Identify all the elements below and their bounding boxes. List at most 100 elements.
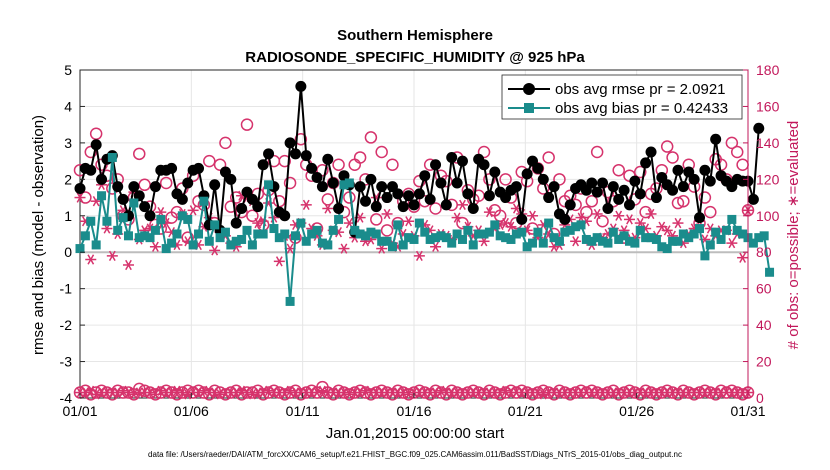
bias-point: [237, 235, 246, 244]
rmse-point: [602, 203, 613, 214]
rmse-point: [441, 199, 452, 210]
rmse-point: [333, 203, 344, 214]
chart-title: Southern Hemisphere: [337, 27, 493, 44]
y2-axis-label: # of obs: o=possible; ∗=evaluated: [785, 121, 802, 350]
bias-point: [544, 219, 553, 228]
y2-tick-label: 140: [756, 135, 780, 151]
y-tick-label: 2: [64, 171, 72, 187]
rmse-point: [549, 181, 560, 192]
bias-point: [393, 220, 402, 229]
rmse-point: [85, 165, 96, 176]
y-tick-label: 4: [64, 98, 72, 114]
rmse-point: [462, 188, 473, 199]
y-tick-label: 0: [64, 244, 72, 260]
y2-tick-label: 160: [756, 98, 780, 114]
bias-point: [291, 231, 300, 240]
rmse-point: [166, 163, 177, 174]
chart-root: 01/01 01/06 01/11 01/16 01/21 01/26 01/31 -4 -3-…: [0, 0, 830, 470]
bias-point: [183, 215, 192, 224]
rmse-point: [91, 139, 102, 150]
bias-point: [577, 220, 586, 229]
rmse-point: [532, 163, 543, 174]
rmse-point: [365, 174, 376, 185]
rmse-point: [425, 194, 436, 205]
rmse-point: [150, 181, 161, 192]
rmse-point: [516, 214, 527, 225]
rmse-point: [597, 177, 608, 188]
bias-point: [129, 199, 138, 208]
rmse-point: [290, 148, 301, 159]
bias-point: [700, 251, 709, 260]
bias-point: [469, 240, 478, 249]
bias-point: [210, 220, 219, 229]
y2-tick-label: 40: [756, 317, 772, 333]
rmse-point: [651, 192, 662, 203]
y-tick-label: -1: [60, 281, 73, 297]
bias-point: [334, 215, 343, 224]
rmse-point: [112, 181, 123, 192]
bias-point: [603, 239, 612, 248]
bias-point: [243, 226, 252, 235]
bias-point: [490, 220, 499, 229]
rmse-point: [279, 210, 290, 221]
bias-point: [189, 240, 198, 249]
rmse-point: [672, 165, 683, 176]
y-tick-label: 1: [64, 208, 72, 224]
rmse-point: [177, 194, 188, 205]
y2-tick-label: 100: [756, 208, 780, 224]
rmse-point: [355, 181, 366, 192]
rmse-point: [96, 174, 107, 185]
legend-bias-label: obs avg bias pr = 0.42433: [555, 100, 728, 117]
rmse-point: [635, 188, 646, 199]
bias-point: [533, 228, 542, 237]
data-file-footer: data file: /Users/raeder/DAI/ATM_forcXX/…: [148, 450, 682, 459]
rmse-point: [753, 123, 764, 134]
rmse-point: [689, 174, 700, 185]
rmse-point: [640, 157, 651, 168]
rmse-point: [748, 194, 759, 205]
rmse-point: [522, 168, 533, 179]
x-tick-label: 01/21: [508, 403, 543, 419]
rmse-point: [435, 177, 446, 188]
bias-point: [102, 217, 111, 226]
bias-point: [97, 191, 106, 200]
bias-point: [286, 297, 295, 306]
rmse-point: [667, 185, 678, 196]
rmse-point: [468, 203, 479, 214]
bias-point: [156, 215, 165, 224]
rmse-point: [699, 165, 710, 176]
rmse-point: [392, 188, 403, 199]
rmse-point: [231, 218, 242, 229]
chart-svg: 01/01 01/06 01/11 01/16 01/21 01/26 01/31-4-3-…: [0, 0, 830, 470]
legend: obs avg rmse pr = 2.0921 obs avg bias pr…: [502, 75, 742, 119]
bias-point: [113, 226, 122, 235]
rmse-point: [75, 183, 86, 194]
bias-point: [463, 226, 472, 235]
rmse-point: [225, 174, 236, 185]
rmse-point: [182, 177, 193, 188]
rmse-point: [328, 177, 339, 188]
rmse-point: [694, 212, 705, 223]
x-tick-label: 01/16: [396, 403, 431, 419]
y2-tick-label: 60: [756, 281, 772, 297]
rmse-point: [398, 201, 409, 212]
rmse-point: [457, 156, 468, 167]
bias-point: [329, 226, 338, 235]
y2-tick-label: 0: [756, 390, 764, 406]
bias-point: [221, 228, 230, 237]
rmse-point: [538, 174, 549, 185]
y-tick-label: 3: [64, 135, 72, 151]
bias-point: [280, 230, 289, 239]
rmse-point: [452, 177, 463, 188]
chart-subtitle: RADIOSONDE_SPECIFIC_HUMIDITY @ 925 hPa: [245, 49, 585, 66]
rmse-point: [285, 137, 296, 148]
rmse-point: [209, 179, 220, 190]
bias-point: [695, 224, 704, 233]
bias-point: [458, 235, 467, 244]
legend-bias-marker: [524, 103, 534, 113]
bias-point: [313, 226, 322, 235]
bias-point: [415, 219, 424, 228]
bias-point: [172, 230, 181, 239]
y-tick-label: -2: [60, 317, 73, 333]
rmse-point: [646, 147, 657, 158]
